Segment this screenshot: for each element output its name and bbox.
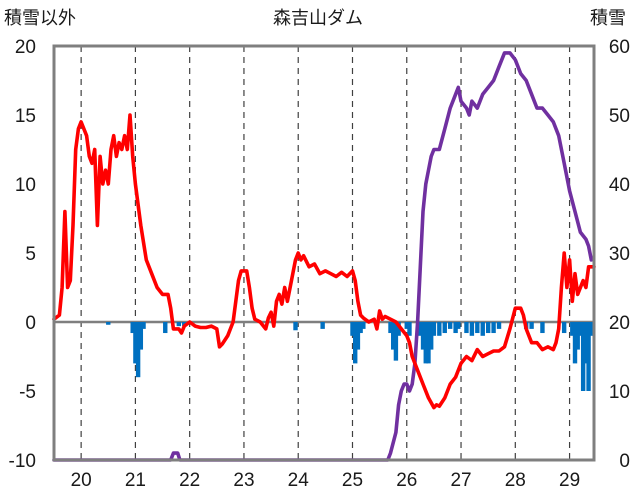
x-tick-label-29: 29	[559, 470, 580, 491]
y-left-tick-label: 15	[15, 106, 36, 127]
y-right-tick-label: 50	[609, 106, 630, 127]
precip-bar-25	[426, 322, 431, 364]
precip-bar-3	[135, 322, 141, 378]
precip-bar-13	[355, 322, 361, 350]
x-tick-label-23: 23	[233, 470, 254, 491]
precip-bar-28	[437, 322, 442, 336]
x-tick-label-25: 25	[342, 470, 363, 491]
y-right-tick-label: 30	[609, 244, 630, 265]
y-left-tick-label: 20	[15, 37, 36, 58]
precip-bar-5	[141, 322, 146, 329]
precip-bar-39	[496, 322, 502, 329]
precip-bar-34	[469, 322, 475, 336]
precip-bar-37	[485, 322, 491, 334]
precip-bar-30	[447, 322, 453, 329]
y-left-tick-label: -10	[9, 451, 36, 472]
precip-bar-6	[163, 322, 168, 334]
temperature-line	[52, 113, 596, 410]
precip-bar-31	[453, 322, 458, 334]
precip-bar-9	[293, 322, 298, 331]
precip-bar-42	[540, 322, 545, 334]
precip-bar-43	[561, 322, 567, 334]
precip-bar-1	[130, 322, 135, 334]
precip-bar-24	[423, 322, 428, 364]
precip-bar-48	[580, 322, 586, 391]
precip-bar-18	[393, 322, 399, 361]
x-tick-label-27: 27	[450, 470, 471, 491]
precip-bar-12	[353, 322, 358, 364]
precip-bar-20	[404, 322, 409, 329]
precip-bar-19	[396, 322, 401, 336]
precip-bar-50	[586, 322, 591, 391]
snow-depth-line	[52, 51, 594, 462]
x-tick-label-28: 28	[505, 470, 526, 491]
y-right-tick-label: 10	[609, 382, 630, 403]
precip-bar-21	[407, 322, 412, 336]
x-tick-label-22: 22	[179, 470, 200, 491]
precip-bar-15	[361, 322, 366, 329]
right-axis-label: 積雪	[590, 8, 626, 29]
chart-title: 森吉山ダム	[273, 8, 363, 29]
grid	[80, 46, 571, 460]
left-axis-label: 積雪以外	[4, 8, 76, 29]
precip-bar-10	[320, 322, 325, 329]
x-tick-label-26: 26	[396, 470, 417, 491]
precip-bar-11	[350, 322, 355, 336]
precip-bar-14	[358, 322, 363, 334]
y-right-axis-ticks: 60 50 40 30 20 10 0	[609, 37, 630, 472]
plot-area-border	[52, 44, 596, 462]
x-axis-ticks: 20 21 22 23 24 25 26 27 28 29	[71, 470, 581, 491]
y-right-tick-label: 20	[609, 313, 630, 334]
precip-bar-26	[428, 322, 434, 350]
precip-bar-49	[583, 322, 589, 364]
y-left-tick-label: 5	[25, 244, 36, 265]
precip-bar-38	[491, 322, 496, 334]
precip-bar-32	[456, 322, 461, 329]
x-tick-label-20: 20	[71, 470, 92, 491]
precip-bar-35	[475, 322, 480, 334]
precip-bar-27	[431, 322, 437, 336]
precip-bar-4	[138, 322, 144, 350]
precip-bar-7	[176, 322, 182, 327]
precip-bar-29	[442, 322, 447, 334]
precip-bar-47	[578, 322, 583, 336]
y-left-tick-label: 10	[15, 175, 36, 196]
precip-bar-23	[420, 322, 426, 350]
precip-bar-0	[106, 322, 111, 325]
precip-bar-41	[529, 322, 534, 329]
y-left-axis-ticks: 20 15 10 5 0 -5 -10	[9, 37, 36, 472]
precip-bar-45	[572, 322, 578, 364]
precip-bar-46	[575, 322, 580, 350]
precip-bar-44	[570, 322, 575, 336]
precip-bar-33	[464, 322, 469, 334]
y-left-tick-label: 0	[25, 313, 36, 334]
precip-bar-51	[589, 322, 594, 336]
series-layer	[52, 51, 596, 462]
y-right-tick-label: 0	[619, 451, 630, 472]
y-right-tick-label: 60	[609, 37, 630, 58]
precip-bar-17	[390, 322, 396, 350]
y-right-tick-label: 40	[609, 175, 630, 196]
x-tick-label-24: 24	[288, 470, 310, 491]
x-tick-label-21: 21	[125, 470, 146, 491]
precip-bar-16	[388, 322, 393, 334]
precip-bar-22	[418, 322, 423, 336]
y-left-tick-label: -5	[19, 382, 36, 403]
precipitation-bars	[106, 322, 594, 391]
precip-bar-36	[480, 322, 485, 336]
precip-bar-2	[133, 322, 138, 364]
